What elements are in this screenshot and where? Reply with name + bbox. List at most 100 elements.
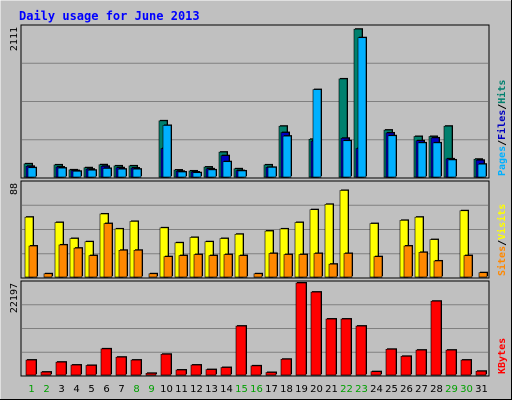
bar-kbytes xyxy=(250,364,262,376)
bar-pages-face xyxy=(162,125,172,178)
x-tick-label: 7 xyxy=(118,384,124,395)
bar-sites xyxy=(223,253,233,278)
bar-kbytes xyxy=(355,325,367,376)
bar-kbytes-face xyxy=(385,349,397,376)
bar-kbytes-face xyxy=(100,348,112,376)
bar-pages xyxy=(102,167,112,178)
bar-sites-face xyxy=(133,249,143,278)
bar-kbytes-face xyxy=(340,318,352,376)
bar-pages xyxy=(342,139,352,178)
bar-sites-face xyxy=(238,255,248,278)
bar-sites-face xyxy=(43,273,53,278)
bar-pages-face xyxy=(237,170,247,178)
x-tick-label: 6 xyxy=(103,384,109,395)
bar-sites xyxy=(403,245,413,278)
x-tick-label: 2 xyxy=(43,384,49,395)
bar-pages xyxy=(312,88,322,178)
bar-kbytes xyxy=(55,361,67,376)
bar-sites-face xyxy=(298,254,308,278)
bar-sites xyxy=(253,272,263,278)
legend-entry: / xyxy=(497,104,508,110)
bar-kbytes-face xyxy=(295,282,307,376)
bar-kbytes-face xyxy=(130,359,142,376)
bar-kbytes xyxy=(385,348,397,376)
bar-sites-face xyxy=(343,253,353,278)
bar-pages xyxy=(192,171,202,178)
bar-pages xyxy=(117,168,127,178)
bar-pages xyxy=(282,135,292,178)
bar-sites xyxy=(28,245,38,278)
x-tick-label: 4 xyxy=(73,384,79,395)
bar-kbytes xyxy=(445,349,457,376)
bar-kbytes-face xyxy=(160,353,172,376)
bar-sites xyxy=(343,252,353,278)
bar-pages-face xyxy=(87,169,97,178)
bar-pages-face xyxy=(222,161,232,178)
bar-kbytes xyxy=(415,349,427,376)
bar-sites xyxy=(313,252,323,278)
bar-sites-face xyxy=(223,254,233,278)
bar-kbytes xyxy=(190,364,202,376)
bar-kbytes xyxy=(370,370,382,376)
bar-sites-face xyxy=(313,253,323,278)
ymax-label: 22197 xyxy=(9,283,20,313)
bar-pages xyxy=(57,167,67,178)
bar-pages-face xyxy=(207,169,217,178)
bar-kbytes-face xyxy=(220,367,232,376)
x-tick-label: 20 xyxy=(310,384,323,395)
bar-kbytes xyxy=(175,369,187,376)
bar-kbytes xyxy=(205,368,217,376)
bar-sites xyxy=(418,251,428,278)
bar-pages xyxy=(387,134,397,178)
bar-kbytes xyxy=(340,318,352,376)
bar-sites xyxy=(193,253,203,278)
bar-pages xyxy=(417,141,427,178)
bar-sites xyxy=(73,247,83,278)
bar-kbytes xyxy=(70,364,82,376)
bar-kbytes xyxy=(100,347,112,376)
bar-sites-face xyxy=(148,273,158,278)
series-legend: KBytes xyxy=(497,338,508,374)
bar-kbytes-face xyxy=(370,371,382,376)
bar-sites-face xyxy=(178,255,188,278)
x-tick-label: 27 xyxy=(415,384,428,395)
x-tick-label: 23 xyxy=(355,384,368,395)
bar-kbytes-face xyxy=(280,358,292,376)
bar-kbytes-face xyxy=(145,373,157,376)
bar-pages-face xyxy=(27,167,37,178)
x-tick-label: 25 xyxy=(385,384,398,395)
chart-title: Daily usage for June 2013 xyxy=(19,9,200,23)
bar-sites xyxy=(208,254,218,278)
x-tick-label: 19 xyxy=(295,384,308,395)
bar-kbytes-face xyxy=(325,318,337,376)
bar-pages-face xyxy=(387,135,397,178)
bar-pages xyxy=(432,141,442,178)
bar-kbytes xyxy=(280,358,292,376)
bar-pages xyxy=(357,36,367,178)
legend-entry: Pages xyxy=(497,146,508,176)
series-legend: Pages/Files/Hits xyxy=(496,80,508,176)
x-tick-label: 28 xyxy=(430,384,443,395)
bar-kbytes xyxy=(400,355,412,376)
bar-sites xyxy=(178,254,188,278)
x-tick-label: 24 xyxy=(370,384,383,395)
bar-kbytes xyxy=(460,359,472,376)
bar-kbytes-face xyxy=(40,371,52,376)
bar-pages xyxy=(87,169,97,178)
x-tick-label: 30 xyxy=(460,384,473,395)
bar-kbytes-face xyxy=(190,364,202,376)
bar-sites-face xyxy=(433,260,443,278)
bar-pages-face xyxy=(102,168,112,178)
x-tick-label: 15 xyxy=(235,384,248,395)
bar-sites-face xyxy=(58,244,68,278)
bar-kbytes-face xyxy=(250,365,262,376)
bar-pages-face xyxy=(192,172,202,178)
bar-sites xyxy=(433,259,443,278)
bar-pages xyxy=(132,168,142,178)
legend-entry: Sites xyxy=(496,246,508,276)
x-tick-label: 11 xyxy=(175,384,188,395)
bar-sites xyxy=(118,249,128,278)
bar-sites-face xyxy=(103,223,113,278)
bar-sites xyxy=(298,253,308,278)
